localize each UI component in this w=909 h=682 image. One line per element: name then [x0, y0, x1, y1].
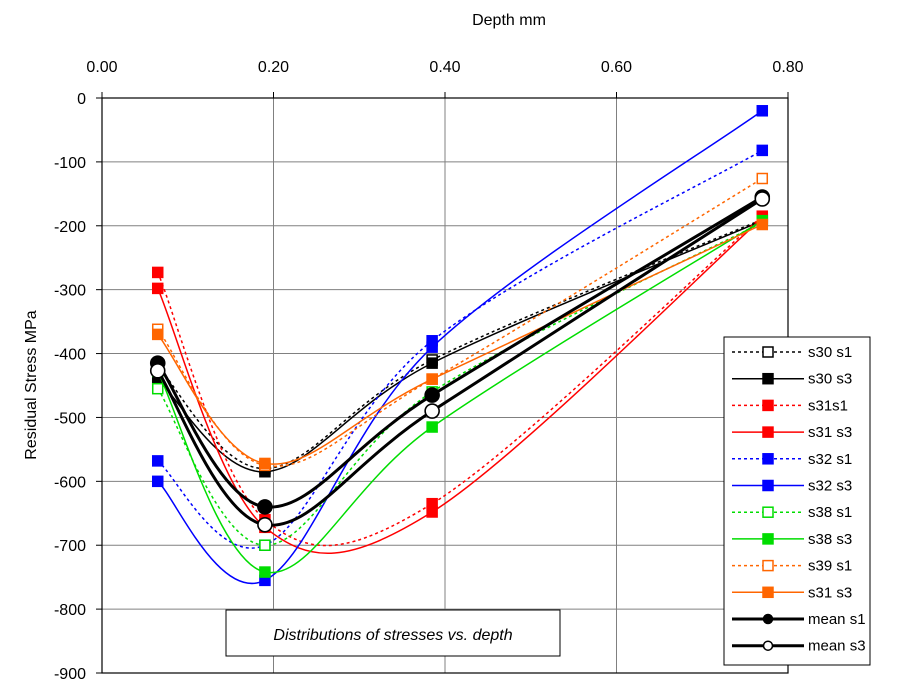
y-axis-label: Residual Stress MPa	[23, 310, 40, 459]
data-series	[149, 105, 771, 587]
legend-swatch-marker	[762, 372, 774, 385]
legend-frame	[723, 336, 871, 666]
data-point-marker	[259, 457, 271, 470]
data-point-marker	[424, 387, 440, 403]
y-tick-label: -200	[54, 219, 86, 236]
y-tick-label: -300	[54, 283, 86, 300]
series-line	[157, 223, 763, 465]
legend-item: s38 s1	[732, 504, 852, 521]
legend: s30 s1 s30 s3 s31s1 s31 s3 s32 s1 s32 s3 s38 s…	[723, 336, 871, 666]
legend-item: s32 s3	[732, 478, 852, 495]
x-tick-label: 0.20	[258, 59, 289, 76]
x-tick-label: 0.40	[429, 59, 460, 76]
legend-swatch-marker	[762, 586, 774, 599]
legend-label: mean s1	[808, 611, 866, 628]
legend-swatch-marker	[762, 453, 774, 465]
annotation-text: Distributions of stresses vs. depth	[273, 627, 512, 644]
legend-swatch-marker	[762, 506, 774, 518]
legend-label: s38 s1	[808, 504, 852, 521]
data-point-marker	[151, 328, 164, 341]
legend-swatch-marker	[762, 346, 774, 358]
data-point-marker	[426, 421, 438, 433]
legend-label: s31 s3	[808, 584, 852, 601]
legend-swatch-marker	[762, 640, 774, 651]
legend-item: s31 s3	[732, 584, 852, 601]
legend-label: s30 s3	[808, 371, 852, 388]
x-tick-label: 0.60	[601, 59, 632, 76]
legend-item: s30 s1	[732, 344, 852, 361]
data-point-marker	[754, 191, 771, 207]
data-point-marker	[756, 172, 769, 185]
legend-item: mean s1	[732, 611, 866, 628]
data-point-marker	[756, 218, 769, 231]
legend-label: s38 s3	[808, 531, 852, 548]
legend-item: s39 s1	[732, 558, 852, 575]
legend-label: mean s3	[808, 638, 866, 655]
data-point-marker	[151, 455, 164, 467]
legend-item: mean s3	[732, 638, 866, 655]
axis-ticks: 0.00 0.20 0.40 0.60 0.80 0 -100 -200 -300 -400 -50…	[54, 59, 804, 682]
data-point-marker	[259, 566, 271, 578]
legend-item: s38 s3	[732, 531, 852, 548]
x-tick-label: 0.00	[86, 59, 117, 76]
data-point-marker	[426, 341, 438, 353]
data-point-marker	[426, 373, 438, 385]
data-point-marker	[424, 403, 440, 419]
data-point-marker	[151, 266, 164, 279]
legend-swatch-marker	[762, 613, 774, 625]
legend-item: s31s1	[732, 397, 848, 414]
y-tick-label: -100	[54, 155, 86, 172]
y-tick-label: -400	[54, 347, 86, 364]
legend-label: s32 s3	[808, 478, 852, 495]
legend-label: s31s1	[808, 397, 848, 414]
y-tick-label: -900	[54, 666, 86, 682]
data-point-marker	[426, 357, 438, 369]
legend-label: s30 s1	[808, 344, 852, 361]
legend-swatch-marker	[762, 399, 774, 412]
series-line	[156, 195, 764, 509]
y-tick-label: -700	[54, 538, 86, 555]
series-line	[157, 110, 763, 585]
legend-label: s32 s1	[808, 451, 852, 468]
legend-item: s31 s3	[732, 424, 852, 441]
legend-label: s31 s3	[808, 424, 852, 441]
data-point-marker	[151, 475, 164, 488]
annotation-frame	[225, 609, 561, 657]
x-tick-label: 0.80	[772, 59, 803, 76]
series-line	[157, 149, 763, 549]
legend-label: s39 s1	[808, 558, 852, 575]
data-point-marker	[257, 516, 273, 533]
legend-item: s32 s1	[732, 451, 852, 468]
annotation-box: Distributions of stresses vs. depth	[225, 609, 561, 657]
data-point-marker	[426, 506, 438, 518]
series-line	[157, 219, 763, 473]
data-point-marker	[257, 499, 273, 515]
y-tick-label: -600	[54, 474, 86, 491]
series-line	[156, 197, 764, 527]
legend-item: s30 s3	[732, 371, 852, 388]
y-tick-label: -800	[54, 602, 86, 619]
data-point-marker	[756, 105, 769, 117]
legend-swatch-marker	[762, 426, 774, 438]
x-axis-label: Depth mm	[472, 12, 546, 29]
y-tick-label: -500	[54, 410, 86, 427]
series-mean-s3-11	[149, 191, 771, 533]
series-line	[157, 215, 763, 547]
data-point-marker	[756, 144, 769, 157]
data-point-marker	[151, 382, 164, 395]
data-point-marker	[149, 363, 166, 379]
series-line	[157, 217, 763, 554]
data-point-marker	[259, 539, 271, 551]
series-s31-s3-9	[151, 218, 769, 470]
series-line	[157, 220, 763, 574]
data-point-marker	[151, 282, 164, 295]
y-tick-label: 0	[77, 91, 86, 108]
legend-swatch-marker	[762, 479, 774, 492]
legend-swatch-marker	[762, 533, 774, 545]
legend-swatch-marker	[762, 559, 774, 572]
